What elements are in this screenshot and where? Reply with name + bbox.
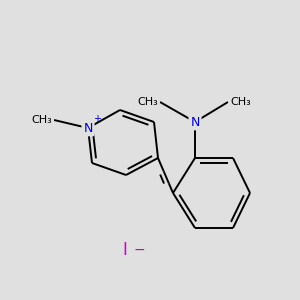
Text: +: + [93, 114, 101, 124]
Text: CH₃: CH₃ [137, 97, 158, 107]
Text: CH₃: CH₃ [31, 115, 52, 125]
Text: −: − [133, 243, 145, 257]
Text: N: N [83, 122, 93, 134]
Text: CH₃: CH₃ [230, 97, 251, 107]
Text: I: I [123, 241, 128, 259]
Text: N: N [190, 116, 200, 128]
